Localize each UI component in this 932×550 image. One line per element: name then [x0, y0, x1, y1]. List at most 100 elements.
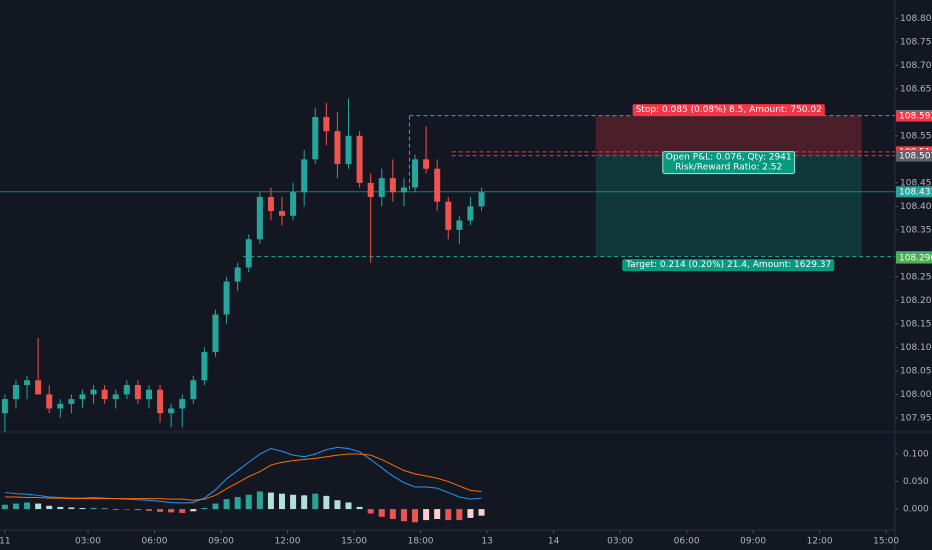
macd-histogram-bar — [256, 491, 263, 510]
stop-label-box — [632, 104, 825, 117]
target-label-box — [622, 259, 835, 272]
macd-histogram-bar — [79, 507, 86, 510]
y-tick-label: 108.550 — [900, 131, 932, 141]
candle-body — [478, 192, 485, 207]
macd-histogram-bar — [234, 496, 241, 510]
macd-histogram-bar — [279, 493, 286, 510]
candle-body — [400, 187, 407, 193]
macd-histogram-bar — [179, 509, 186, 513]
macd-histogram-bar — [46, 505, 53, 510]
macd-histogram-bar — [334, 500, 341, 510]
x-tick-label: 03:00 — [607, 537, 633, 547]
y-tick-label: 108.450 — [900, 178, 932, 188]
candle-body — [79, 394, 86, 400]
x-tick-label: 15:00 — [341, 537, 367, 547]
candle-body — [68, 399, 75, 404]
macd-histogram-bar — [312, 493, 319, 510]
y-tick-label: 108.250 — [900, 272, 932, 282]
macd-histogram-bar — [456, 509, 463, 521]
macd-histogram-bar — [168, 509, 175, 513]
candle-body — [24, 380, 31, 385]
macd-histogram-bar — [35, 503, 42, 510]
y-tick-label: 108.800 — [900, 14, 932, 24]
candle-body — [301, 159, 308, 193]
candle-body — [389, 178, 396, 193]
candle-body — [134, 384, 141, 400]
candle-body — [367, 182, 374, 197]
candle-body — [467, 206, 474, 221]
candle-body — [46, 394, 53, 409]
x-tick-label: 09:00 — [740, 537, 766, 547]
y-tick-label: 108.750 — [900, 37, 932, 47]
candle-body — [12, 384, 19, 400]
candle-body — [123, 384, 130, 395]
pnl-label: Open P&L: 0.076, Qty: 2941 — [666, 153, 792, 163]
macd-histogram-bar — [445, 509, 452, 521]
target-label: Target: 0.214 (0.20%) 21.4, Amount: 1629… — [625, 260, 831, 270]
candle-body — [179, 399, 186, 409]
macd-histogram-bar — [356, 506, 363, 510]
candle-body — [456, 220, 463, 230]
macd-histogram-bar — [400, 509, 407, 522]
macd-histogram-bar — [12, 503, 19, 510]
macd-histogram-bar — [134, 509, 141, 511]
x-tick-label: 18:00 — [408, 537, 434, 547]
macd-y-tick-label: 0.050 — [903, 477, 929, 487]
x-tick-label: 13 — [481, 537, 492, 547]
candle-body — [1, 399, 8, 414]
price-tag-box — [896, 150, 932, 162]
candle-body — [312, 117, 319, 160]
y-tick-label: 108.400 — [900, 202, 932, 212]
macd-histogram-bar — [201, 507, 208, 510]
candle-body — [345, 135, 352, 165]
y-tick-label: 108.650 — [900, 84, 932, 94]
candle-body — [35, 380, 42, 395]
candle-body — [234, 267, 241, 282]
y-tick-label: 108.050 — [900, 366, 932, 376]
candle-body — [256, 196, 263, 240]
y-tick-label: 108.700 — [900, 61, 932, 71]
y-tick-label: 108.350 — [900, 225, 932, 235]
candle-body — [57, 403, 64, 409]
price-tag-box — [896, 252, 932, 264]
macd-histogram-bar — [367, 509, 374, 514]
stop-zone — [595, 115, 862, 157]
y-tick-label: 108.100 — [900, 343, 932, 353]
macd-histogram-bar — [290, 494, 297, 510]
macd-histogram-bar — [412, 509, 419, 523]
candle-body — [356, 135, 363, 183]
macd-histogram-bar — [434, 509, 441, 519]
macd-histogram-bar — [378, 509, 385, 517]
candle-body — [334, 131, 341, 165]
x-tick-label: 12:00 — [807, 537, 833, 547]
macd-histogram-bar — [389, 509, 396, 519]
candle-body — [212, 314, 219, 353]
macd-histogram-bar — [90, 507, 97, 510]
macd-histogram-bar — [1, 504, 8, 510]
candle-body — [112, 394, 119, 400]
x-tick-label: 06:00 — [142, 537, 168, 547]
candle-body — [157, 389, 164, 414]
macd-macd-line — [4, 446, 482, 504]
candle-body — [145, 389, 152, 400]
price-tag-box — [896, 186, 932, 198]
x-tick-label: 06:00 — [674, 537, 700, 547]
x-tick-label: 03:00 — [75, 537, 101, 547]
macd-histogram-bar — [212, 503, 219, 510]
x-tick-label: 14 — [548, 537, 560, 547]
candle-body — [445, 201, 452, 230]
x-tick-label: 11 — [0, 537, 11, 547]
macd-histogram-bar — [190, 509, 197, 512]
macd-histogram-bar — [24, 502, 31, 510]
x-tick-label: 12:00 — [275, 537, 301, 547]
macd-y-tick-label: 0.100 — [903, 450, 929, 460]
macd-signal-line — [4, 453, 482, 501]
candle-body — [267, 196, 274, 212]
price-tag-box — [896, 110, 932, 122]
macd-histogram-bar — [301, 495, 308, 510]
price-tag: 108.507 — [899, 152, 932, 162]
candle-body — [290, 192, 297, 216]
candle-body — [412, 159, 419, 188]
macd-histogram-bar — [123, 509, 130, 510]
macd-histogram-bar — [223, 499, 230, 510]
